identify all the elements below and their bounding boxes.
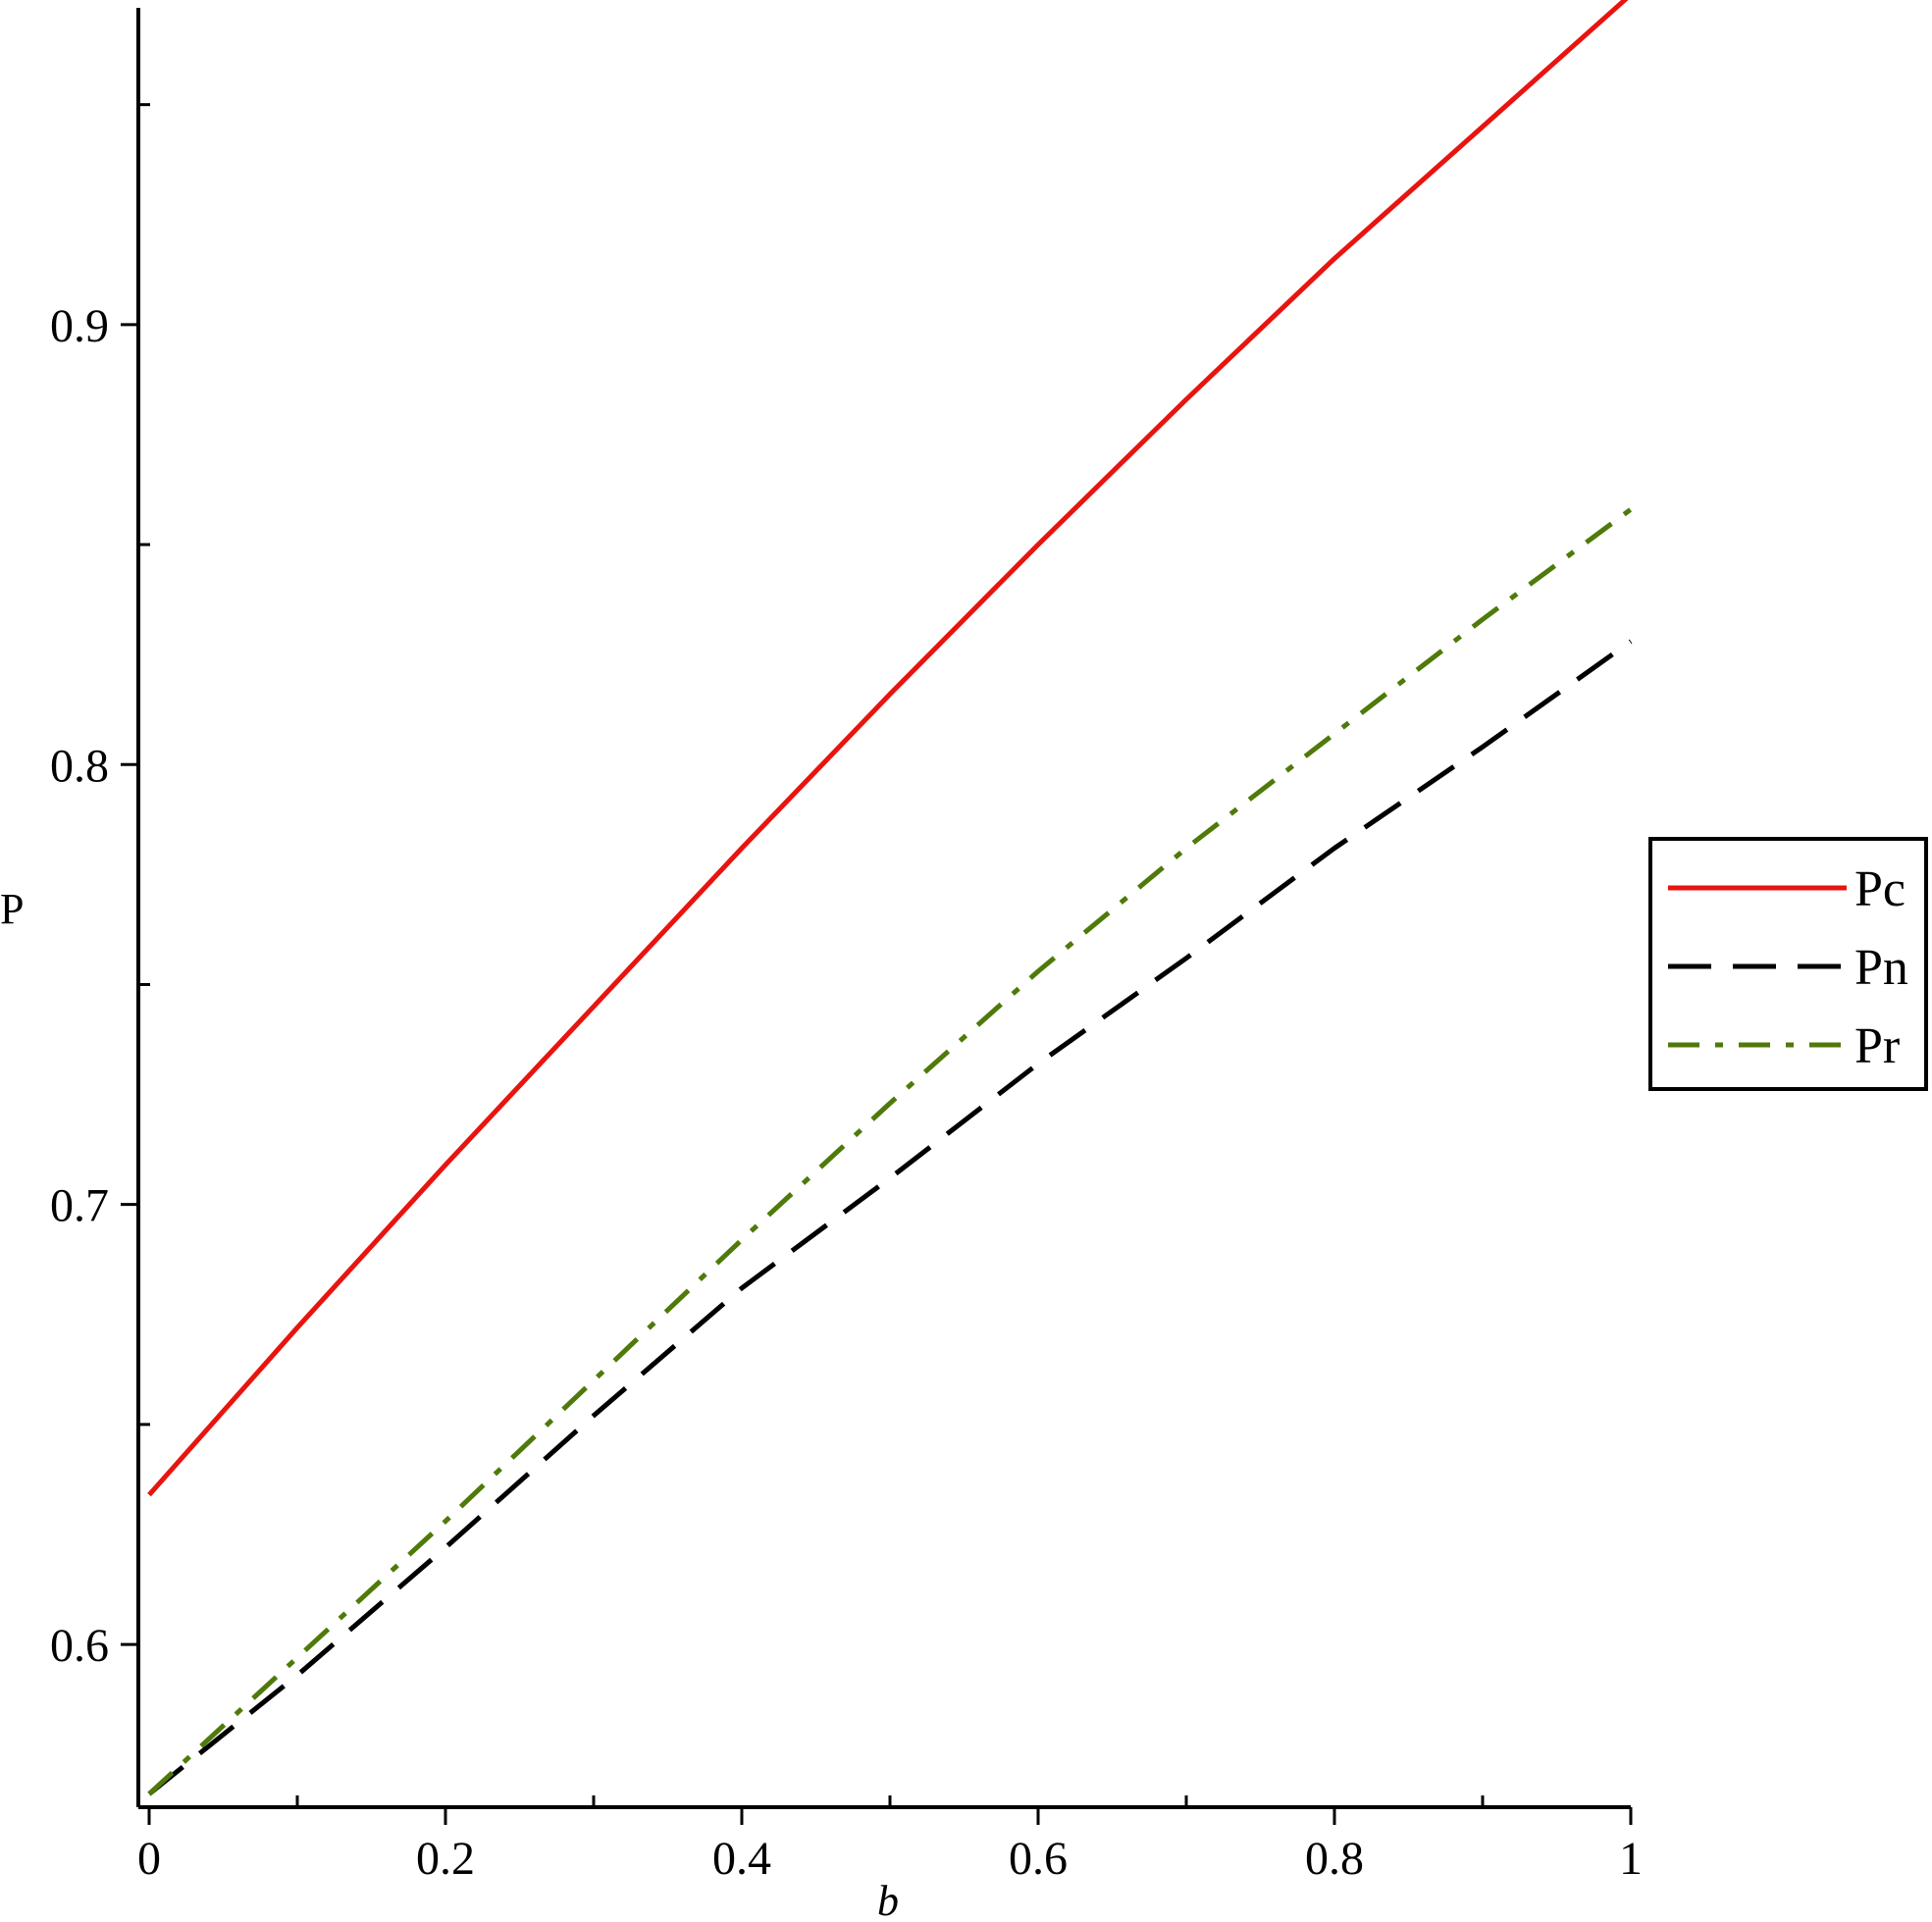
- x-axis-label: b: [877, 1877, 899, 1922]
- y-axis-label: P: [0, 885, 24, 933]
- axes: [136, 8, 1631, 1809]
- legend-label-pc: Pc: [1854, 861, 1906, 917]
- x-tick-label: 0.2: [416, 1833, 475, 1885]
- legend-label-pr: Pr: [1854, 1018, 1900, 1074]
- x-tick-label: 0.6: [1009, 1833, 1068, 1885]
- legend-label-pn: Pn: [1854, 940, 1908, 996]
- ticks: 0 0.2 0.4 0.6 0.8 1 0.6 0.7 0.8 0.9: [50, 103, 1643, 1885]
- x-tick-label: 1: [1619, 1833, 1643, 1885]
- y-tick-label: 0.6: [50, 1620, 109, 1672]
- y-tick-label: 0.7: [50, 1180, 109, 1232]
- x-tick-label: 0.4: [712, 1833, 771, 1885]
- series-line-pr: [147, 507, 1633, 1796]
- plot-area: [147, 0, 1633, 1796]
- y-tick-label: 0.8: [50, 740, 109, 792]
- y-tick-label: 0.9: [50, 300, 109, 352]
- x-tick-label: 0.8: [1305, 1833, 1364, 1885]
- x-tick-label: 0: [137, 1833, 161, 1885]
- series-line-pn: [147, 639, 1633, 1796]
- legend: Pc Pn Pr: [1648, 837, 1928, 1091]
- series-line-pc: [147, 0, 1629, 1497]
